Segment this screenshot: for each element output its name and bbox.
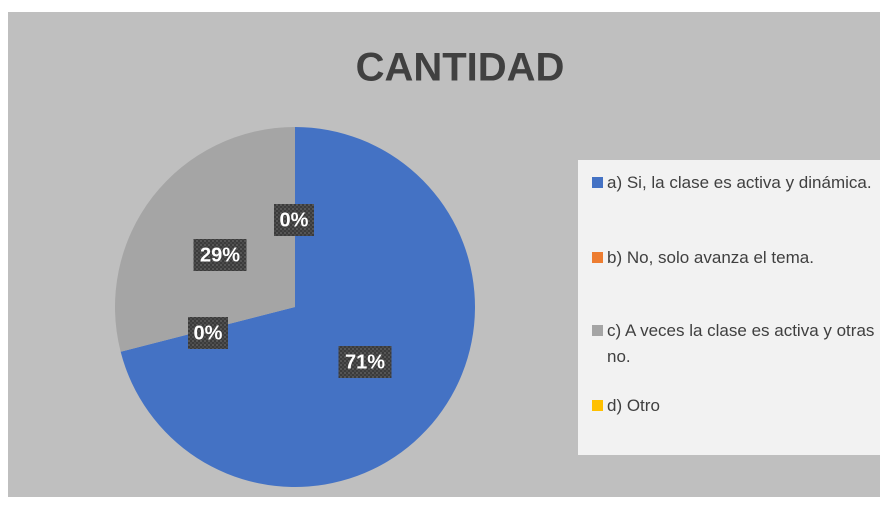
chart-title: CANTIDAD bbox=[356, 46, 565, 90]
legend-swatch bbox=[592, 177, 603, 188]
pie-slice bbox=[120, 127, 475, 487]
legend-swatch bbox=[592, 400, 603, 411]
data-label-box bbox=[193, 239, 247, 271]
legend-label: c) A veces la clase es activa y otras no… bbox=[607, 321, 875, 366]
data-label: 71% bbox=[345, 351, 385, 373]
data-label-box bbox=[188, 317, 228, 349]
data-label-box bbox=[338, 346, 392, 378]
legend-item: d) Otro bbox=[592, 393, 878, 419]
legend-swatch bbox=[592, 252, 603, 263]
data-label: 29% bbox=[200, 244, 240, 266]
legend-label: d) Otro bbox=[607, 396, 660, 415]
legend-item: a) Si, la clase es activa y dinámica. bbox=[592, 170, 878, 196]
data-label-box bbox=[274, 204, 314, 236]
legend-label: b) No, solo avanza el tema. bbox=[607, 248, 814, 267]
legend-swatch bbox=[592, 325, 603, 336]
legend-box bbox=[578, 160, 880, 455]
legend-label: a) Si, la clase es activa y dinámica. bbox=[607, 173, 872, 192]
legend-item: b) No, solo avanza el tema. bbox=[592, 245, 878, 271]
data-label: 0% bbox=[194, 322, 223, 344]
legend-item: c) A veces la clase es activa y otras no… bbox=[592, 318, 878, 370]
data-label: 0% bbox=[280, 209, 309, 231]
